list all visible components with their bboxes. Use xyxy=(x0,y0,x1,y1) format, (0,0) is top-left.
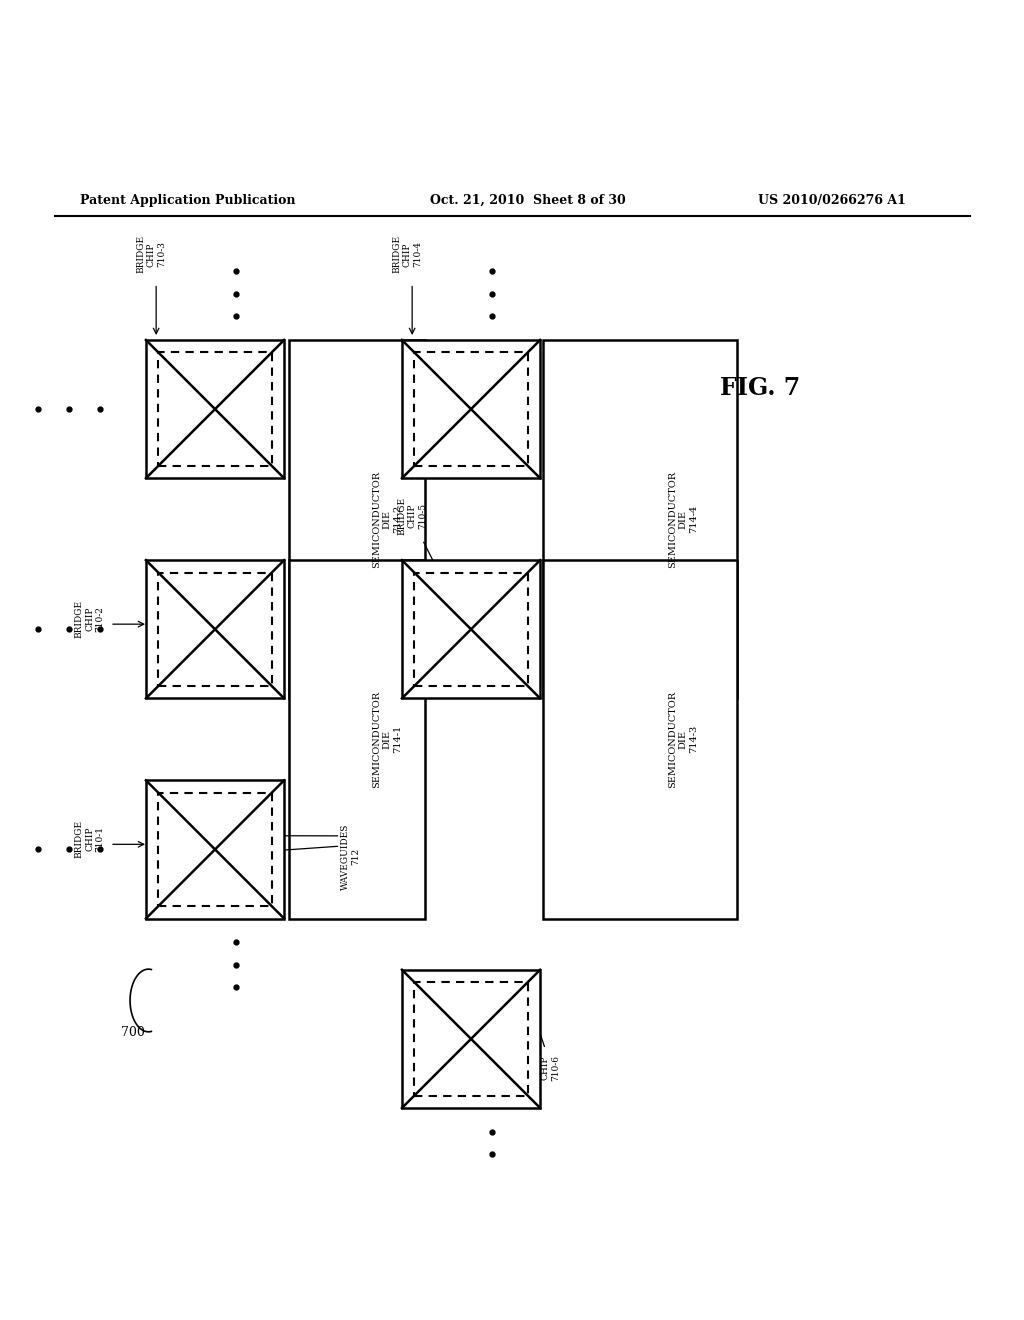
Text: SEMICONDUCTOR
DIE
714-2: SEMICONDUCTOR DIE 714-2 xyxy=(372,471,401,568)
Text: BRIDGE
CHIP
710-3: BRIDGE CHIP 710-3 xyxy=(136,235,166,273)
Text: Patent Application Publication: Patent Application Publication xyxy=(80,194,296,207)
Bar xyxy=(145,780,284,919)
Bar xyxy=(543,341,737,698)
Text: WAVEGUIDES
712: WAVEGUIDES 712 xyxy=(341,824,360,890)
Bar xyxy=(145,560,284,698)
Text: US 2010/0266276 A1: US 2010/0266276 A1 xyxy=(758,194,905,207)
Bar xyxy=(401,970,541,1107)
Bar xyxy=(145,341,284,478)
Bar xyxy=(159,352,271,466)
Bar xyxy=(543,560,737,919)
Bar xyxy=(401,341,541,478)
Text: SEMICONDUCTOR
DIE
714-3: SEMICONDUCTOR DIE 714-3 xyxy=(668,690,697,788)
Text: BRIDGE
CHIP
710-2: BRIDGE CHIP 710-2 xyxy=(75,601,104,638)
Bar xyxy=(415,352,527,466)
Bar xyxy=(159,793,271,906)
Text: SEMICONDUCTOR
DIE
714-4: SEMICONDUCTOR DIE 714-4 xyxy=(668,471,697,568)
Bar xyxy=(415,573,527,686)
Text: SEMICONDUCTOR
DIE
714-1: SEMICONDUCTOR DIE 714-1 xyxy=(372,690,401,788)
Text: BRIDGE
CHIP
710-5: BRIDGE CHIP 710-5 xyxy=(397,496,427,535)
Text: BRIDGE
CHIP
710-1: BRIDGE CHIP 710-1 xyxy=(75,820,104,858)
Text: BRIDGE
CHIP
710-6: BRIDGE CHIP 710-6 xyxy=(530,1049,560,1088)
Bar xyxy=(401,560,541,698)
Text: BRIDGE
CHIP
710-4: BRIDGE CHIP 710-4 xyxy=(392,235,422,273)
Bar xyxy=(415,982,527,1096)
Text: Oct. 21, 2010  Sheet 8 of 30: Oct. 21, 2010 Sheet 8 of 30 xyxy=(430,194,626,207)
Text: FIG. 7: FIG. 7 xyxy=(720,376,800,400)
Bar xyxy=(289,341,425,698)
Bar xyxy=(159,573,271,686)
Text: 700: 700 xyxy=(121,1026,145,1039)
Bar xyxy=(289,560,425,919)
